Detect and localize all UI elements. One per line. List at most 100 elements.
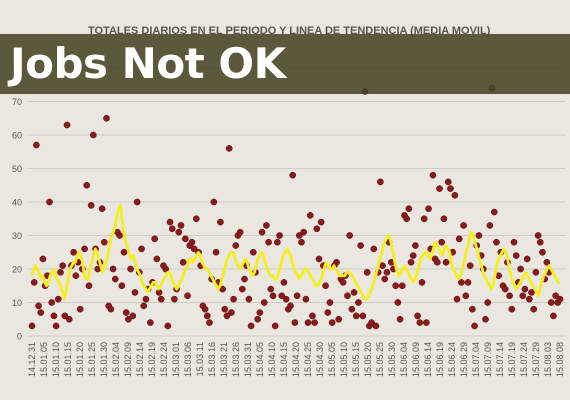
data-point	[405, 205, 413, 213]
data-point	[383, 269, 391, 276]
data-point	[72, 272, 80, 280]
data-point	[423, 319, 430, 326]
data-point	[162, 265, 169, 273]
data-point	[153, 255, 161, 263]
x-tick-label: 15.07.04	[471, 342, 481, 377]
data-point	[192, 215, 200, 223]
y-axis: 01020304050607080	[12, 64, 22, 342]
data-point	[304, 319, 312, 326]
data-point	[267, 285, 275, 293]
data-point	[475, 232, 483, 239]
data-point	[247, 322, 255, 330]
data-point	[54, 295, 62, 303]
data-point	[328, 319, 336, 326]
data-point	[359, 312, 367, 320]
data-point	[256, 309, 264, 316]
y-tick-label: 40	[12, 198, 22, 208]
x-tick-label: 15.07.29	[531, 342, 541, 377]
data-point	[394, 299, 402, 306]
data-point	[295, 232, 303, 239]
data-point	[125, 315, 132, 323]
data-point	[458, 279, 465, 286]
data-point	[35, 302, 42, 310]
data-point	[462, 292, 470, 300]
data-point	[254, 315, 262, 323]
data-point	[166, 218, 174, 226]
data-point	[122, 309, 130, 316]
data-point	[534, 232, 542, 239]
data-point	[30, 279, 38, 286]
data-point	[313, 225, 321, 233]
data-point	[206, 319, 213, 326]
x-tick-label: 15.03.01	[171, 342, 181, 377]
banner-background	[0, 34, 570, 94]
data-point	[127, 265, 134, 273]
x-tick-label: 15.06.04	[399, 342, 409, 377]
x-tick-label: 15.02.24	[159, 342, 169, 377]
data-point	[263, 222, 270, 229]
data-point	[142, 295, 150, 303]
data-point	[228, 309, 235, 316]
x-tick-label: 15.06.29	[459, 342, 469, 377]
data-point	[81, 245, 88, 253]
data-point	[217, 218, 224, 226]
data-point	[83, 181, 91, 189]
data-point	[523, 255, 531, 263]
data-point	[451, 191, 459, 199]
x-tick-label: 15.06.24	[447, 342, 457, 377]
data-point	[420, 215, 428, 223]
x-axis: 14.12.31 15.01.05 15.01.10 15.01.15 15.01.20…	[27, 342, 565, 377]
x-tick-label: 15.02.04	[111, 342, 121, 377]
data-point	[37, 309, 45, 316]
data-point	[398, 282, 406, 290]
data-point	[436, 185, 443, 192]
data-point	[269, 292, 277, 300]
data-point	[339, 279, 347, 286]
data-point	[65, 315, 73, 323]
data-point	[212, 248, 220, 256]
x-tick-label: 15.05.25	[375, 342, 385, 377]
data-point	[543, 258, 551, 266]
data-point	[129, 312, 137, 320]
data-point	[151, 235, 159, 243]
banner-title: Jobs Not OK	[10, 39, 286, 88]
data-point	[298, 238, 305, 246]
y-tick-label: 30	[12, 231, 22, 241]
data-point	[48, 299, 56, 306]
data-point	[76, 305, 84, 313]
data-point	[403, 215, 410, 223]
data-point	[460, 222, 467, 229]
x-tick-label: 15.05.20	[363, 342, 373, 377]
data-point	[302, 295, 310, 303]
data-point	[291, 319, 299, 326]
data-point	[438, 238, 446, 246]
x-tick-label: 15.06.09	[411, 342, 421, 377]
data-point	[232, 242, 240, 249]
data-point	[510, 238, 518, 246]
data-point	[352, 312, 360, 320]
y-tick-label: 20	[12, 265, 22, 275]
x-tick-label: 15.07.14	[495, 342, 505, 377]
data-point	[517, 265, 524, 273]
data-point	[89, 131, 97, 139]
data-point	[376, 178, 384, 186]
x-tick-label: 15.01.20	[75, 342, 85, 377]
data-point	[184, 292, 191, 300]
x-tick-label: 15.01.25	[87, 342, 97, 377]
data-point	[164, 322, 172, 330]
data-point	[171, 295, 178, 303]
x-tick-label: 15.08.03	[543, 342, 553, 377]
y-tick-label: 60	[12, 131, 22, 141]
data-point	[309, 312, 316, 320]
data-point	[484, 299, 492, 306]
data-point	[455, 235, 463, 243]
data-point	[157, 295, 165, 303]
data-point	[201, 305, 209, 313]
x-tick-label: 15.05.05	[327, 342, 337, 377]
x-tick-label: 15.07.19	[507, 342, 517, 377]
data-point	[236, 228, 244, 236]
data-point	[133, 198, 141, 206]
data-point	[238, 285, 246, 293]
data-point	[225, 145, 233, 152]
data-point	[536, 238, 544, 246]
